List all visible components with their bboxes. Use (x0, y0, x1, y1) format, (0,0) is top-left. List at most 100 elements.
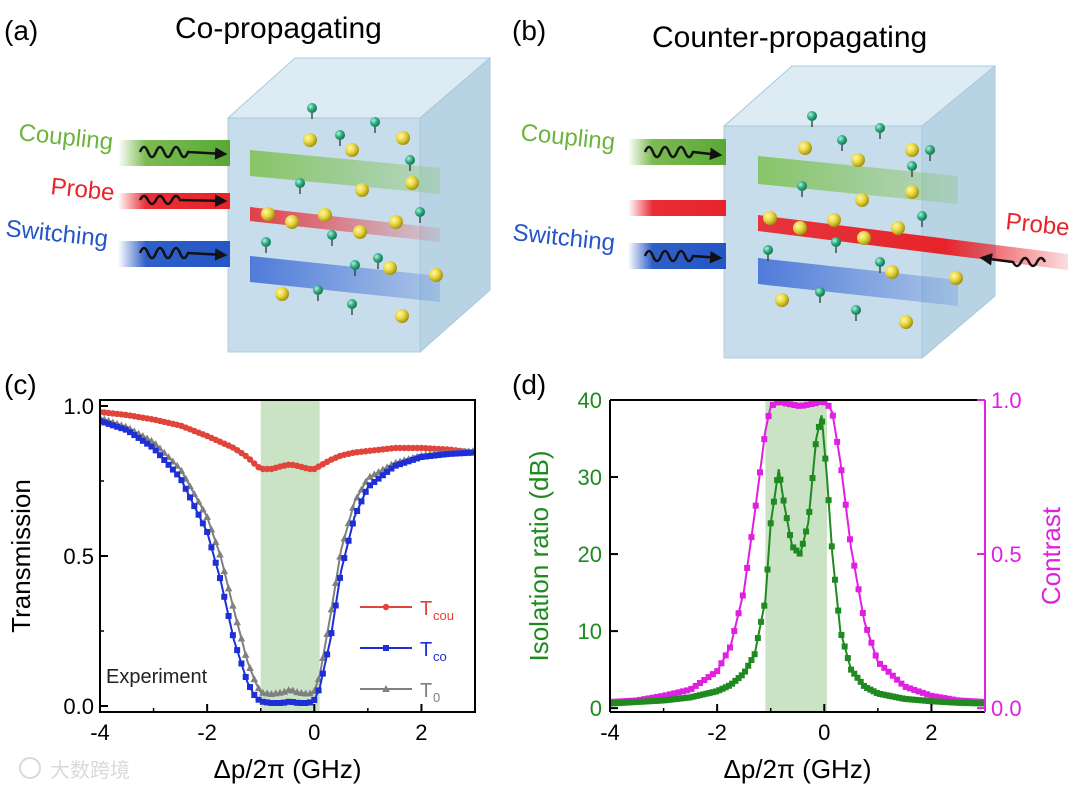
data-point-isolation (767, 520, 774, 527)
data-point-isolation (777, 476, 784, 483)
data-point-Tco (311, 697, 318, 703)
data-point-isolation (819, 418, 826, 425)
legend-label-T0: T (420, 680, 432, 702)
data-point-Tco (349, 520, 356, 527)
switching-beam-inside-a (250, 256, 440, 302)
data-point-isolation (671, 696, 678, 703)
data-point-Tco (101, 419, 108, 426)
data-point-Tco (259, 698, 266, 705)
shaded-region (260, 400, 320, 712)
data-point-Tco (212, 559, 219, 566)
data-point-Tco (362, 488, 369, 495)
data-point-Tco (345, 537, 352, 544)
data-point-Tco (465, 449, 472, 456)
data-point-isolation (732, 677, 739, 684)
data-point-isolation (613, 700, 620, 707)
data-point-contrast (731, 627, 738, 634)
data-point-isolation (709, 689, 716, 696)
data-point-Tco (388, 465, 395, 472)
data-point-isolation (848, 666, 855, 673)
data-point-isolation (635, 698, 642, 705)
data-point-contrast (834, 438, 841, 445)
data-point-Tco (469, 449, 475, 456)
switching-label-b: Switching (511, 219, 616, 257)
data-point-isolation (725, 682, 732, 689)
data-point-isolation (912, 696, 919, 703)
data-point-isolation (886, 692, 893, 699)
y-right-tick-label: 0.0 (991, 696, 1022, 721)
x-tick-label: 0 (308, 720, 320, 745)
data-point-isolation (893, 694, 900, 701)
panel-a-title: Co-propagating (175, 12, 382, 45)
data-point-isolation (783, 515, 790, 522)
data-point-Tco (401, 459, 408, 466)
data-point-isolation (742, 668, 748, 675)
data-point-T0 (233, 618, 241, 626)
data-point-isolation (761, 602, 768, 609)
data-point-Tco (161, 457, 168, 463)
data-point-isolation (639, 698, 646, 705)
data-point-contrast (894, 676, 901, 683)
data-point-isolation (629, 699, 636, 706)
data-point-contrast (649, 694, 656, 701)
data-point-isolation (787, 532, 793, 539)
data-point-Tco (452, 450, 459, 457)
data-point-contrast (859, 609, 866, 616)
data-point-contrast (675, 689, 682, 696)
data-point-Tco (281, 699, 288, 706)
data-point-contrast (829, 412, 836, 419)
data-point-isolation (803, 528, 810, 535)
data-point-contrast (838, 467, 845, 474)
data-point-Tco (422, 453, 429, 460)
data-point-contrast (774, 400, 781, 406)
data-point-isolation (677, 695, 684, 702)
data-point-Tco (204, 529, 211, 535)
data-point-Tco (255, 696, 262, 703)
data-point-isolation (822, 455, 829, 462)
data-point-contrast (889, 672, 896, 679)
data-point-Tco (337, 574, 343, 581)
data-point-Tco (247, 684, 253, 690)
data-point-Tco (277, 700, 283, 706)
data-point-Tco (174, 471, 181, 478)
data-point-T0 (224, 584, 233, 592)
data-point-isolation (809, 475, 816, 482)
data-point-T0 (211, 537, 220, 545)
data-point-Tco (272, 700, 279, 706)
data-point-Tco (375, 475, 382, 482)
data-point-Tco (405, 458, 412, 465)
data-point-Tco (199, 520, 206, 527)
data-point-isolation (790, 544, 797, 551)
data-point-isolation (931, 698, 938, 705)
panel-b-label: (b) (512, 15, 546, 46)
data-point-T0 (366, 472, 374, 480)
data-point-contrast (735, 610, 742, 617)
legend-marker-Tcou (382, 603, 390, 611)
data-point-Tco (148, 443, 155, 450)
data-point-isolation (860, 682, 867, 689)
data-point-Tco (127, 429, 133, 436)
shaded-region (765, 400, 827, 712)
data-point-isolation (764, 566, 771, 573)
data-point-Tco (285, 698, 292, 705)
panel-d-label: (d) (512, 369, 546, 400)
data-point-isolation (880, 691, 887, 698)
data-point-isolation (690, 693, 697, 700)
panel-c: (c) -4 -2 0 20.00.51.0Δp/2π (GHz)Transmissi… (4, 369, 476, 784)
data-point-isolation (648, 698, 655, 705)
x-axis-title: Δp/2π (GHz) (724, 754, 872, 784)
data-point-isolation (806, 508, 813, 515)
data-point-isolation (899, 695, 906, 702)
data-point-contrast (705, 674, 712, 681)
data-point-isolation (934, 698, 941, 705)
x-tick-label: -4 (90, 720, 110, 745)
data-point-isolation (642, 698, 649, 705)
data-point-contrast (709, 671, 716, 678)
data-point-Tco (268, 700, 275, 706)
data-point-isolation (976, 700, 983, 707)
data-point-contrast (714, 668, 721, 675)
y-right-tick-label: 0.5 (991, 542, 1022, 567)
data-point-isolation (828, 543, 835, 550)
